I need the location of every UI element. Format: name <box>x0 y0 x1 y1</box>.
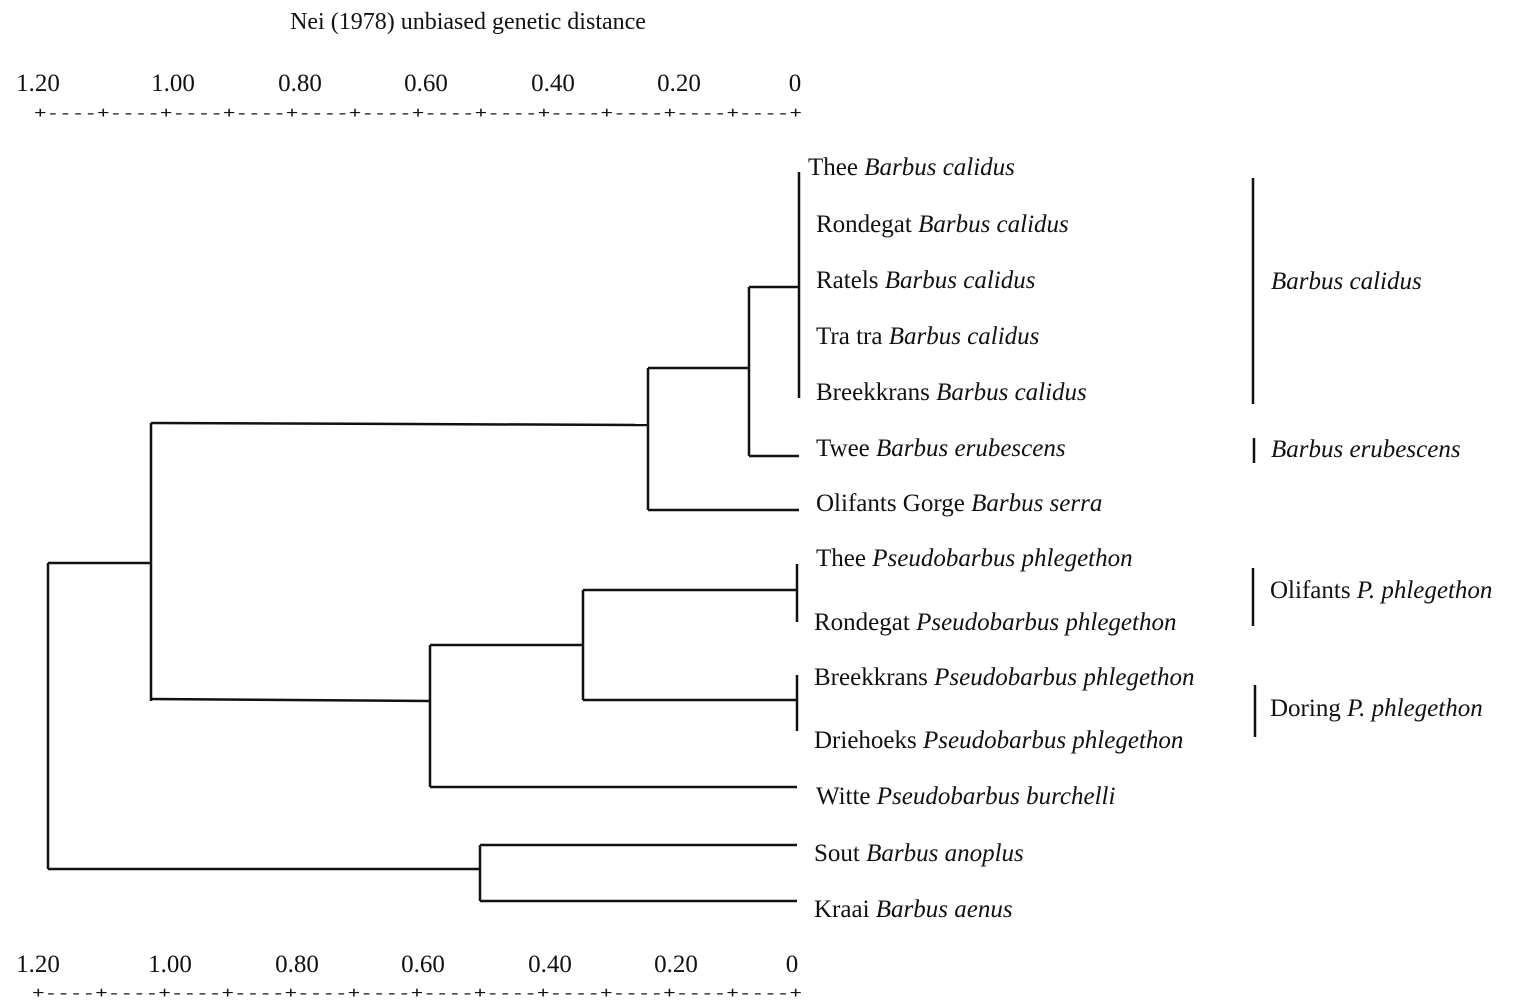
top-tick-label: 0.60 <box>404 70 448 97</box>
bottom-tick-label: 1.20 <box>16 951 60 978</box>
bottom-tick-label: 1.00 <box>148 951 192 978</box>
leaf-label: Thee Pseudobarbus phlegethon <box>816 545 1133 572</box>
pseudobarbus-cluster-branch <box>150 697 431 703</box>
leaf-label: Breekkrans Barbus calidus <box>816 379 1087 406</box>
bottom-tick-label: 0.20 <box>654 951 698 978</box>
bottom-tick-label: 0.40 <box>528 951 572 978</box>
top-tick-label: 1.20 <box>16 70 60 97</box>
barbus-cluster-branch <box>150 421 649 427</box>
top-axis-dash-line: +----+----+----+----+----+----+----+----… <box>34 105 802 123</box>
leaf-label: Tra tra Barbus calidus <box>816 323 1039 350</box>
bottom-tick-label: 0 <box>786 951 799 978</box>
top-tick-label: 1.00 <box>151 70 195 97</box>
group-label: Barbus calidus <box>1271 268 1422 295</box>
leaf-label: Olifants Gorge Barbus serra <box>816 490 1102 517</box>
leaf-label: Thee Barbus calidus <box>808 154 1015 181</box>
top-axis: 1.20 1.00 0.80 0.60 0.40 0.20 0 +----+--… <box>16 70 802 123</box>
tree-branches <box>46 172 801 903</box>
leaf-label: Twee Barbus erubescens <box>816 435 1066 462</box>
leaf-label: Rondegat Pseudobarbus phlegethon <box>814 609 1176 636</box>
bottom-axis: 1.20 1.00 0.80 0.60 0.40 0.20 0 +----+--… <box>16 951 802 1000</box>
top-tick-label: 0 <box>789 70 802 97</box>
bottom-tick-label: 0.60 <box>401 951 445 978</box>
leaf-label: Breekkrans Pseudobarbus phlegethon <box>814 664 1194 691</box>
leaf-label: Kraai Barbus aenus <box>814 896 1013 923</box>
top-tick-label: 0.40 <box>531 70 575 97</box>
leaf-label: Ratels Barbus calidus <box>816 267 1035 294</box>
top-tick-label: 0.80 <box>278 70 322 97</box>
leaf-label: Driehoeks Pseudobarbus phlegethon <box>814 727 1183 754</box>
leaf-label: Sout Barbus anoplus <box>814 840 1024 867</box>
group-label: Barbus erubescens <box>1271 436 1461 463</box>
group-label: Olifants P. phlegethon <box>1270 577 1492 604</box>
leaf-labels: Thee Barbus calidus Rondegat Barbus cali… <box>808 154 1194 923</box>
top-tick-label: 0.20 <box>657 70 701 97</box>
group-labels: Barbus calidus Barbus erubescens Olifant… <box>1270 268 1492 722</box>
group-label: Doring P. phlegethon <box>1270 695 1483 722</box>
group-brackets <box>1251 178 1257 737</box>
bottom-axis-dash-line: +----+----+----+----+----+----+----+----… <box>32 985 802 1000</box>
bottom-tick-label: 0.80 <box>275 951 319 978</box>
leaf-label: Rondegat Barbus calidus <box>816 211 1069 238</box>
figure-title: Nei (1978) unbiased genetic distance <box>290 9 646 35</box>
leaf-label: Witte Pseudobarbus burchelli <box>816 783 1115 810</box>
